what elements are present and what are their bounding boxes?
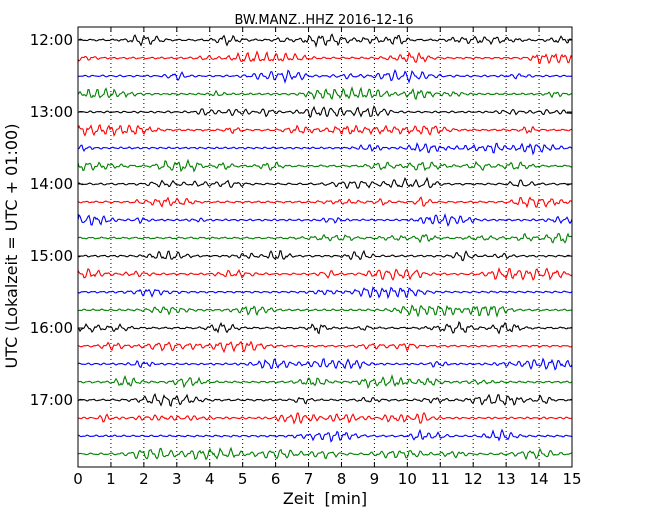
seismogram-trace (77, 286, 573, 300)
y-tick-label: 17:00 (30, 391, 73, 409)
y-tick-label: 13:00 (30, 103, 73, 121)
seismogram-trace (77, 392, 573, 408)
x-tick-label: 7 (304, 470, 314, 488)
x-tick-label: 15 (562, 470, 581, 488)
plot-frame (77, 26, 573, 468)
seismogram-trace (77, 304, 573, 319)
seismogram-trace (77, 357, 573, 371)
seismogram-trace (77, 232, 573, 244)
x-axis: 0 1 2 3 4 5 6 7 8 9 10 11 12 13 14 15 (73, 27, 582, 488)
y-tick-label: 16:00 (30, 319, 73, 337)
seismogram-trace (77, 50, 573, 65)
x-tick-label: 8 (337, 470, 347, 488)
seismogram-traces (77, 33, 573, 461)
y-axis: 12:00 13:00 14:00 15:00 16:00 17:00 (30, 31, 572, 409)
x-axis-label: Zeit [min] (283, 489, 367, 508)
y-axis-label: UTC (Lokalzeit = UTC + 01:00) (2, 124, 21, 369)
seismogram-trace (77, 212, 573, 227)
seismogram-trace (77, 158, 573, 173)
x-tick-label: 1 (106, 470, 116, 488)
x-tick-label: 14 (530, 470, 549, 488)
x-tick-label: 0 (73, 470, 83, 488)
x-tick-label: 11 (431, 470, 450, 488)
x-tick-label: 2 (139, 470, 149, 488)
x-tick-label: 10 (398, 470, 417, 488)
x-tick-label: 6 (271, 470, 281, 488)
seismogram-trace (77, 446, 573, 461)
y-tick-label: 14:00 (30, 175, 73, 193)
seismogram-trace (77, 105, 573, 119)
seismogram-trace (77, 373, 573, 389)
seismogram-trace (77, 196, 573, 209)
seismogram-trace (77, 85, 573, 101)
seismogram-trace (77, 266, 573, 281)
seismogram-trace (77, 69, 573, 84)
seismogram-trace (77, 428, 573, 443)
seismogram-trace (77, 411, 573, 425)
seismogram-trace (77, 320, 573, 335)
x-tick-label: 4 (205, 470, 215, 488)
x-tick-label: 5 (238, 470, 248, 488)
y-tick-label: 15:00 (30, 247, 73, 265)
seismogram-trace (77, 176, 573, 190)
x-tick-label: 13 (497, 470, 516, 488)
seismogram-trace (77, 249, 573, 262)
seismogram-trace (77, 124, 573, 137)
seismogram-trace (77, 142, 573, 156)
seismogram-trace (77, 33, 573, 48)
x-gridlines (110, 27, 540, 467)
y-tick-label: 12:00 (30, 31, 73, 49)
x-tick-label: 12 (464, 470, 483, 488)
chart-title: BW.MANZ..HHZ 2016-12-16 (234, 13, 413, 28)
x-tick-label: 9 (370, 470, 380, 488)
x-tick-label: 3 (172, 470, 182, 488)
seismogram-trace (77, 340, 573, 354)
